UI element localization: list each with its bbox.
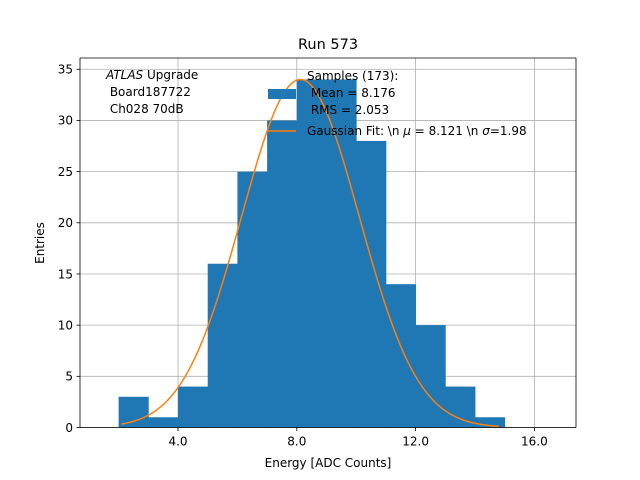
- histogram-bars: [118, 79, 506, 428]
- legend-fit-mu-value: = 8.121 \n: [411, 124, 482, 138]
- histogram-bar: [296, 79, 327, 428]
- annotation-board: Board187722: [106, 85, 191, 99]
- histogram-bar: [267, 120, 298, 428]
- y-tick-label: 15: [58, 267, 73, 281]
- x-tick-label: 12.0: [402, 435, 429, 449]
- histogram-bar: [475, 417, 506, 428]
- histogram-bar: [445, 386, 476, 428]
- legend-samples-title: Samples (173):: [307, 69, 398, 83]
- annotation-experiment-line: ATLAS Upgrade: [105, 68, 198, 82]
- legend-fit-sigma-symbol: σ: [482, 124, 490, 138]
- annotation-experiment-name: ATLAS: [105, 68, 144, 82]
- histogram-bar: [385, 284, 417, 428]
- legend-fit-prefix: Gaussian Fit: \n: [307, 124, 403, 138]
- histogram-bar: [356, 140, 387, 428]
- x-tick-label: 4.0: [168, 435, 187, 449]
- histogram-bar: [326, 79, 357, 428]
- legend-samples-mean: Mean = 8.176: [307, 86, 396, 100]
- x-tick-label: 8.0: [287, 435, 306, 449]
- x-tick-label: 16.0: [521, 435, 548, 449]
- legend-samples-rms: RMS = 2.053: [307, 103, 389, 117]
- x-axis-ticks: 4.0 8.0 12.0 16.0: [168, 427, 548, 449]
- y-tick-label: 25: [58, 165, 73, 179]
- legend-histogram-swatch: [268, 89, 296, 99]
- chart-title: Run 573: [298, 37, 358, 53]
- y-tick-label: 35: [58, 63, 73, 77]
- y-tick-label: 20: [58, 216, 73, 230]
- histogram-bar: [178, 386, 209, 428]
- y-axis-label: Entries: [33, 222, 47, 264]
- annotation-experiment-suffix: Upgrade: [143, 68, 198, 82]
- y-tick-label: 10: [58, 318, 73, 332]
- y-tick-label: 5: [65, 370, 73, 384]
- gaussian-fit-curve: [121, 78, 499, 428]
- histogram-bar: [237, 171, 268, 428]
- y-axis-ticks: 0 5 10 15 20 25 30 35: [58, 63, 80, 435]
- histogram-bar: [118, 396, 149, 428]
- histogram-bar: [148, 417, 179, 428]
- annotation-channel: Ch028 70dB: [106, 102, 184, 116]
- histogram-bar: [207, 263, 238, 428]
- x-axis-label: Energy [ADC Counts]: [265, 456, 392, 470]
- legend-fit-mu-symbol: μ: [402, 124, 411, 138]
- y-tick-label: 0: [65, 421, 73, 435]
- legend-fit-label: Gaussian Fit: \n μ = 8.121 \n σ=1.98: [307, 124, 527, 138]
- histogram-bar: [415, 325, 446, 428]
- y-tick-label: 30: [58, 114, 73, 128]
- legend-fit-sigma-value: =1.98: [490, 124, 527, 138]
